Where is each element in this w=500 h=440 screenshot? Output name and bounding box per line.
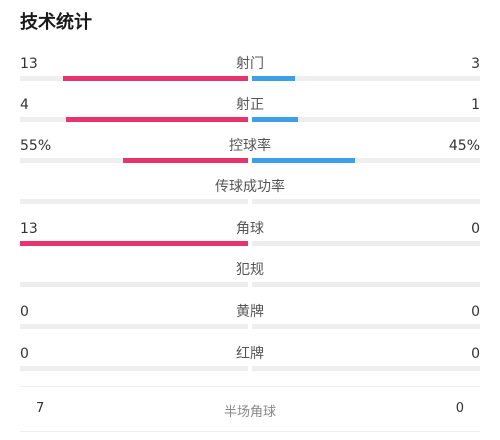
stat-label: 传球成功率 [215, 179, 285, 195]
away-bar [252, 76, 295, 81]
home-value: 0 [20, 346, 29, 362]
stat-row-fouls: 犯规 [0, 262, 500, 302]
stat-row-yellow-cards: 0 黄牌 0 [0, 304, 500, 344]
away-bar-track [252, 241, 480, 246]
away-bar-track [252, 282, 480, 287]
away-value: 0 [471, 221, 480, 237]
away-bar [252, 117, 298, 122]
away-value: 0 [471, 346, 480, 362]
home-bar [20, 241, 248, 246]
stat-label: 射正 [236, 97, 264, 113]
home-bar-track [20, 282, 248, 287]
home-bar-track [20, 199, 248, 204]
stat-label: 犯规 [236, 262, 264, 278]
stat-label: 射门 [236, 56, 264, 72]
stat-row-shots: 13 射门 3 [0, 56, 500, 96]
away-bar-track [252, 117, 480, 122]
home-bar-track [20, 158, 248, 163]
home-value: 13 [20, 56, 38, 72]
stat-row-possession: 55% 控球率 45% [0, 138, 500, 178]
home-value: 55% [20, 138, 52, 154]
away-value: 0 [471, 304, 480, 320]
stat-label: 红牌 [236, 346, 264, 362]
away-value: 3 [471, 56, 480, 72]
away-bar-track [252, 158, 480, 163]
home-value: 0 [20, 304, 29, 320]
home-value: 7 [36, 401, 45, 416]
away-bar-track [252, 76, 480, 81]
away-value: 45% [448, 138, 480, 154]
stat-row-pass-accuracy: 传球成功率 [0, 179, 500, 219]
home-bar-track [20, 117, 248, 122]
home-bar [123, 158, 248, 163]
away-bar-track [252, 366, 480, 371]
home-value: 13 [20, 221, 38, 237]
stat-row-red-cards: 0 红牌 0 [0, 346, 500, 386]
stat-label: 半场角球 [223, 405, 276, 420]
home-bar-track [20, 241, 248, 246]
away-bar-track [252, 199, 480, 204]
away-bar [252, 158, 355, 163]
section-title: 技术统计 [20, 12, 92, 33]
stat-row-corners: 13 角球 0 [0, 221, 500, 261]
home-bar-track [20, 76, 248, 81]
home-bar-track [20, 324, 248, 329]
home-bar-track [20, 366, 248, 371]
home-bar [66, 117, 248, 122]
stat-row-shots-on-target: 4 射正 1 [0, 97, 500, 137]
stat-label: 控球率 [229, 138, 271, 154]
stat-label: 黄牌 [236, 304, 264, 320]
half-time-corners-row: 7 半场角球 0 [20, 386, 480, 432]
away-value: 1 [471, 97, 480, 113]
away-value: 0 [455, 401, 464, 416]
stat-label: 角球 [236, 221, 264, 237]
home-bar [63, 76, 248, 81]
away-bar-track [252, 324, 480, 329]
home-value: 4 [20, 97, 29, 113]
